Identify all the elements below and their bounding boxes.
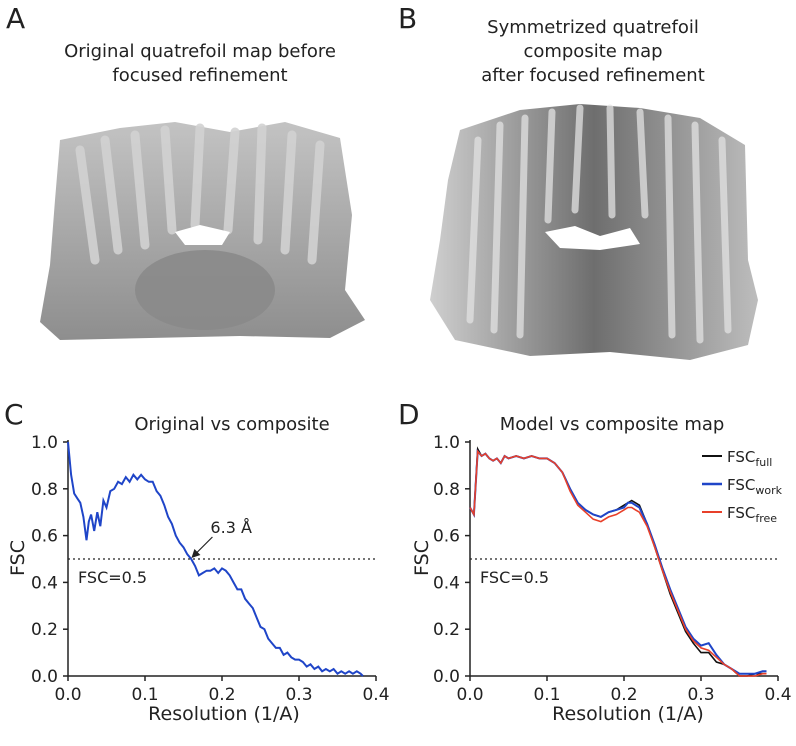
chart-c-annotation: 6.3 Å	[210, 518, 252, 537]
chart-d-series-fsc-full	[469, 446, 767, 677]
chart-c-annotation-arrowhead	[191, 549, 201, 558]
d-x-tick-label: 0.3	[687, 685, 714, 705]
panel-letter-a: A	[6, 2, 26, 35]
d-x-tick-label: 0.0	[456, 685, 483, 705]
chart-d-legend: FSCfull FSCwork FSCfree	[702, 448, 783, 525]
c-x-tick-label: 0.3	[285, 685, 312, 705]
panel-b-title-line1: Symmetrized quatrefoil	[487, 17, 699, 38]
c-y-tick-label: 0.0	[31, 667, 58, 687]
chart-d-ylabel: FSC	[411, 540, 433, 576]
chart-c-threshold-label: FSC=0.5	[78, 568, 147, 587]
chart-c-xlabel: Resolution (1/A)	[148, 703, 300, 725]
d-y-tick-label: 1.0	[433, 433, 460, 453]
c-x-tick-label: 0.1	[131, 685, 158, 705]
panel-b-title: Symmetrized quatrefoil composite map aft…	[398, 16, 788, 88]
chart-d-series-fsc-free	[469, 449, 767, 677]
c-y-tick-label: 0.8	[31, 480, 58, 500]
panel-letter-b: B	[398, 2, 418, 35]
chart-c-ylabel: FSC	[7, 540, 29, 576]
d-y-tick-label: 0.0	[433, 667, 460, 687]
legend-label-fsc-full: FSCfull	[727, 448, 772, 469]
d-x-tick-label: 0.1	[533, 685, 560, 705]
c-x-tick-label: 0.4	[362, 685, 389, 705]
chart-d-series-fsc-work	[469, 448, 767, 675]
composite-map-image	[430, 104, 758, 360]
c-y-tick-label: 0.6	[31, 527, 58, 547]
panel-a-title-line2: focused refinement	[112, 65, 288, 86]
panel-b-title-line3: after focused refinement	[481, 65, 705, 86]
panel-a-title: Original quatrefoil map before focused r…	[0, 40, 400, 88]
chart-c-series-line	[67, 441, 364, 677]
panel-a-title-line1: Original quatrefoil map before	[64, 41, 336, 62]
d-y-tick-label: 0.8	[433, 480, 460, 500]
c-y-tick-label: 0.4	[31, 573, 58, 593]
chart-d-title: Model vs composite map	[500, 414, 725, 435]
c-x-tick-label: 0.2	[208, 685, 235, 705]
d-x-tick-label: 0.2	[610, 685, 637, 705]
d-y-tick-label: 0.6	[433, 527, 460, 547]
legend-label-fsc-work: FSCwork	[727, 476, 783, 497]
c-y-tick-label: 0.2	[31, 620, 58, 640]
legend-label-fsc-free: FSCfree	[727, 504, 777, 525]
chart-d-threshold-label: FSC=0.5	[480, 568, 549, 587]
d-y-tick-label: 0.2	[433, 620, 460, 640]
panel-letter-d: D	[398, 398, 420, 431]
c-y-tick-label: 1.0	[31, 433, 58, 453]
original-map-image	[40, 122, 365, 340]
c-x-tick-label: 0.0	[54, 685, 81, 705]
panel-b-title-line2: composite map	[523, 41, 663, 62]
d-x-tick-label: 0.4	[764, 685, 791, 705]
chart-c-title: Original vs composite	[134, 414, 329, 435]
chart-d-xlabel: Resolution (1/A)	[552, 703, 704, 725]
panel-letter-c: C	[4, 398, 24, 431]
d-y-tick-label: 0.4	[433, 573, 460, 593]
